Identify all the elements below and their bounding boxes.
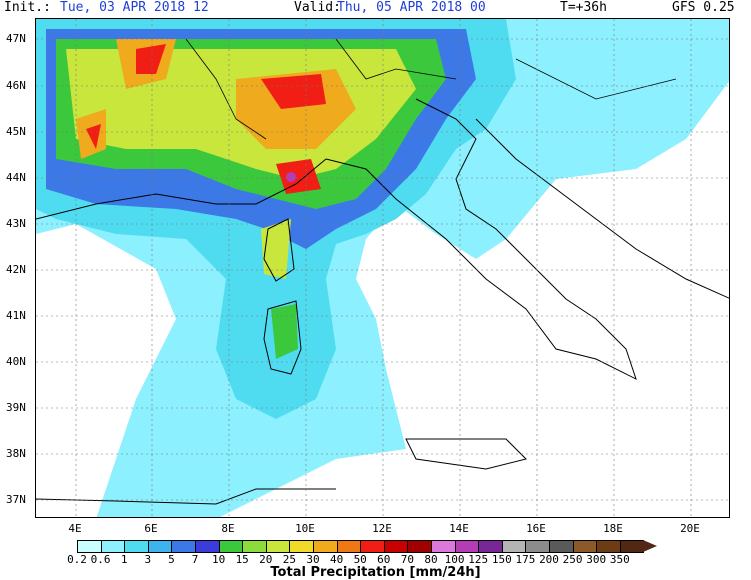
lat-label: 37N — [6, 493, 26, 506]
coastline-sicily — [405, 438, 527, 470]
colorbar-cell — [77, 540, 102, 553]
coastline-france — [36, 158, 327, 220]
lon-label: 12E — [372, 522, 392, 535]
graticule — [36, 19, 729, 517]
init-label: Init.: — [4, 0, 51, 15]
lat-label: 45N — [6, 125, 26, 138]
colorbar-cell — [572, 540, 598, 553]
valid-label: Valid: — [294, 0, 341, 15]
lon-label: 4E — [68, 522, 82, 535]
colorbar-cell — [360, 540, 385, 553]
colorbar-cell — [336, 540, 362, 553]
precip-area-corsica — [261, 219, 291, 279]
borders — [185, 38, 677, 140]
colorbar-cell — [431, 540, 456, 553]
colorbar — [63, 540, 667, 553]
precipitation-map — [35, 18, 730, 518]
colorbar-cell — [454, 540, 480, 553]
precip-area-sardinia — [271, 304, 298, 359]
colorbar-arrow-high — [643, 540, 658, 552]
colorbar-cell — [265, 540, 291, 553]
colorbar-cell — [478, 540, 503, 553]
lon-label: 8E — [221, 522, 235, 535]
lon-label: 16E — [526, 522, 546, 535]
colorbar-level-label: 40 — [329, 553, 344, 566]
colorbar-level-label: 80 — [424, 553, 438, 566]
colorbar-level-label: 30 — [306, 553, 320, 566]
precip-max-purple — [286, 172, 296, 182]
lat-label: 44N — [6, 171, 26, 184]
colorbar-level-label: 100 — [444, 553, 465, 566]
colorbar-cell — [195, 540, 220, 553]
colorbar-level-label: 1 — [120, 553, 128, 566]
colorbar-title: Total Precipitation [mm/24h] — [270, 565, 481, 580]
colorbar-level-label: 250 — [562, 553, 583, 566]
colorbar-arrow-low — [63, 540, 77, 552]
colorbar-level-label: 5 — [168, 553, 175, 566]
colorbar-level-label: 0.2 — [67, 553, 87, 566]
lead-time: T=+36h — [560, 0, 607, 15]
colorbar-cell — [100, 540, 126, 553]
lon-label: 20E — [680, 522, 700, 535]
colorbar-cell — [407, 540, 432, 553]
lat-label: 38N — [6, 447, 26, 460]
map-header: Init.: Tue, 03 APR 2018 12 Valid: Thu, 0… — [0, 0, 751, 18]
init-datetime: Tue, 03 APR 2018 12 — [60, 0, 209, 15]
model-name: GFS 0.25 — [672, 0, 735, 15]
lat-label: 42N — [6, 263, 26, 276]
colorbar-cell — [501, 540, 527, 553]
colorbar-cell — [124, 540, 149, 553]
coastline-balkans — [475, 118, 729, 299]
colorbar-cell — [619, 540, 645, 553]
coastline-corsica — [263, 218, 295, 282]
colorbar-cell — [289, 540, 314, 553]
lat-label: 47N — [6, 32, 26, 45]
lon-label: 6E — [144, 522, 158, 535]
map-canvas — [36, 19, 729, 517]
coastline-sardinia — [263, 300, 302, 375]
colorbar-level-label: 50 — [353, 553, 367, 566]
lon-label: 14E — [449, 522, 469, 535]
colorbar-cell — [596, 540, 621, 553]
lat-label: 46N — [6, 79, 26, 92]
precip-area-red — [86, 44, 326, 194]
colorbar-cell — [525, 540, 550, 553]
coastline-africa — [36, 488, 336, 505]
colorbar-cell — [147, 540, 173, 553]
colorbar-level-label: 15 — [235, 553, 249, 566]
colorbar-cell — [171, 540, 196, 553]
colorbar-level-label: 25 — [282, 553, 297, 566]
coastline-italy — [325, 98, 637, 380]
valid-datetime: Thu, 05 APR 2018 00 — [337, 0, 486, 15]
colorbar-cell — [383, 540, 409, 553]
lat-label: 39N — [6, 401, 26, 414]
colorbar-level-label: 7 — [191, 553, 199, 566]
colorbar-level-label: 300 — [586, 553, 607, 566]
colorbar-level-label: 10 — [211, 553, 226, 566]
colorbar-level-label: 3 — [144, 553, 152, 566]
colorbar-level-label: 60 — [377, 553, 391, 566]
colorbar-level-label: 350 — [609, 553, 630, 566]
colorbar-cell — [549, 540, 574, 553]
lon-label: 10E — [295, 522, 315, 535]
lat-label: 40N — [6, 355, 26, 368]
colorbar-level-label: 125 — [468, 553, 489, 566]
colorbar-cell — [242, 540, 267, 553]
colorbar-level-label: 70 — [400, 553, 415, 566]
colorbar-level-label: 0.6 — [90, 553, 111, 566]
colorbar-level-label: 200 — [539, 553, 559, 566]
lat-label: 41N — [6, 309, 26, 322]
colorbar-level-label: 150 — [491, 553, 512, 566]
lat-label: 43N — [6, 217, 26, 230]
colorbar-level-label: 175 — [515, 553, 536, 566]
lon-label: 18E — [603, 522, 623, 535]
colorbar-level-label: 20 — [259, 553, 273, 566]
colorbar-cell — [218, 540, 244, 553]
colorbar-cell — [313, 540, 338, 553]
